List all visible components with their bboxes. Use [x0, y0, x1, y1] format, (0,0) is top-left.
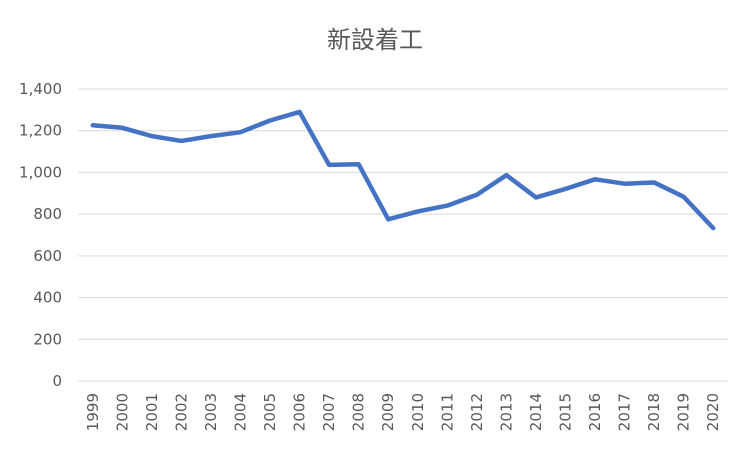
series-group [93, 112, 714, 228]
x-tick-label: 2018 [645, 393, 663, 431]
x-axis-ticks: 1999 2000 2001 2002 2003 2004 2005 2006 2007 2008… [84, 393, 722, 431]
series-line [93, 112, 713, 228]
y-tick-label: 1,000 [19, 163, 62, 181]
x-tick-label: 2007 [320, 393, 338, 431]
x-tick-label: 2001 [143, 393, 161, 431]
x-tick-label: 2011 [438, 393, 456, 431]
x-tick-label: 2003 [202, 393, 220, 431]
x-tick-label: 2019 [675, 393, 693, 431]
y-tick-label: 400 [33, 289, 62, 307]
x-tick-label: 2016 [586, 393, 604, 431]
x-tick-label: 2014 [527, 393, 545, 431]
x-tick-label: 2020 [704, 393, 722, 431]
y-tick-label: 200 [33, 330, 62, 348]
x-tick-label: 2012 [468, 393, 486, 431]
y-axis-ticks: 0 200 400 600 800 1,000 1,200 1,400 [19, 80, 62, 390]
x-tick-label: 2010 [409, 393, 427, 431]
x-tick-label: 2002 [172, 393, 190, 431]
y-tick-label: 0 [52, 372, 62, 390]
chart-title: 新設着工 [327, 26, 423, 54]
x-tick-label: 2006 [291, 393, 309, 431]
x-tick-label: 2013 [497, 393, 515, 431]
y-tick-label: 1,400 [19, 80, 62, 98]
y-tick-label: 1,200 [19, 122, 62, 140]
y-tick-label: 800 [33, 205, 62, 223]
gridlines [78, 89, 728, 381]
x-tick-label: 2015 [557, 393, 575, 431]
x-tick-label: 2000 [113, 393, 131, 431]
y-tick-label: 600 [33, 247, 62, 265]
x-tick-label: 2004 [232, 393, 250, 431]
x-tick-label: 1999 [84, 393, 102, 431]
x-tick-label: 2009 [379, 393, 397, 431]
x-tick-label: 2005 [261, 393, 279, 431]
x-tick-label: 2008 [350, 393, 368, 431]
x-tick-label: 2017 [616, 393, 634, 431]
